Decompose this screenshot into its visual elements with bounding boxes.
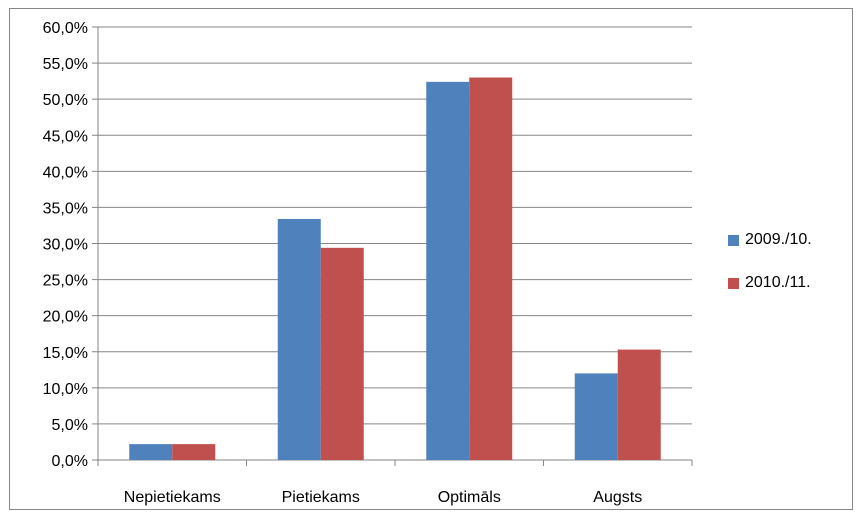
legend-label-series-1: 2009./10. <box>745 231 812 248</box>
bar-1-Nepietiekams <box>129 444 173 460</box>
legend-swatch-series-2 <box>728 277 739 289</box>
legend-item-series-2: 2010./11. <box>728 273 811 293</box>
bar-2-Nepietiekams <box>172 444 216 460</box>
y-tick-label: 40,0% <box>43 164 88 181</box>
category-label: Pietiekams <box>282 489 360 506</box>
legend-swatch-series-1 <box>728 234 739 246</box>
bar-2-Pietiekams <box>320 247 364 460</box>
legend-item-series-1: 2009./10. <box>728 230 812 250</box>
y-tick-label: 50,0% <box>43 92 88 109</box>
y-tick-label: 30,0% <box>43 237 88 254</box>
category-label: Optimāls <box>438 489 501 506</box>
y-tick-label: 20,0% <box>43 309 88 326</box>
bar-1-Optimāls <box>426 81 470 460</box>
y-tick-label: 5,0% <box>52 417 88 434</box>
y-tick-label: 0,0% <box>52 453 88 470</box>
y-tick-label: 60,0% <box>43 20 88 37</box>
bar-1-Pietiekams <box>277 218 321 460</box>
y-tick-label: 25,0% <box>43 273 88 290</box>
bar-2-Optimāls <box>469 77 513 461</box>
y-tick-label: 55,0% <box>43 56 88 73</box>
y-tick-label: 15,0% <box>43 345 88 362</box>
category-label: Augsts <box>593 489 642 506</box>
y-tick-label: 35,0% <box>43 200 88 217</box>
legend-label-series-2: 2010./11. <box>745 274 811 291</box>
y-tick-label: 10,0% <box>43 381 88 398</box>
bar-1-Augsts <box>574 373 618 460</box>
y-tick-label: 45,0% <box>43 128 88 145</box>
category-label: Nepietiekams <box>124 489 221 506</box>
bar-2-Augsts <box>617 349 661 460</box>
